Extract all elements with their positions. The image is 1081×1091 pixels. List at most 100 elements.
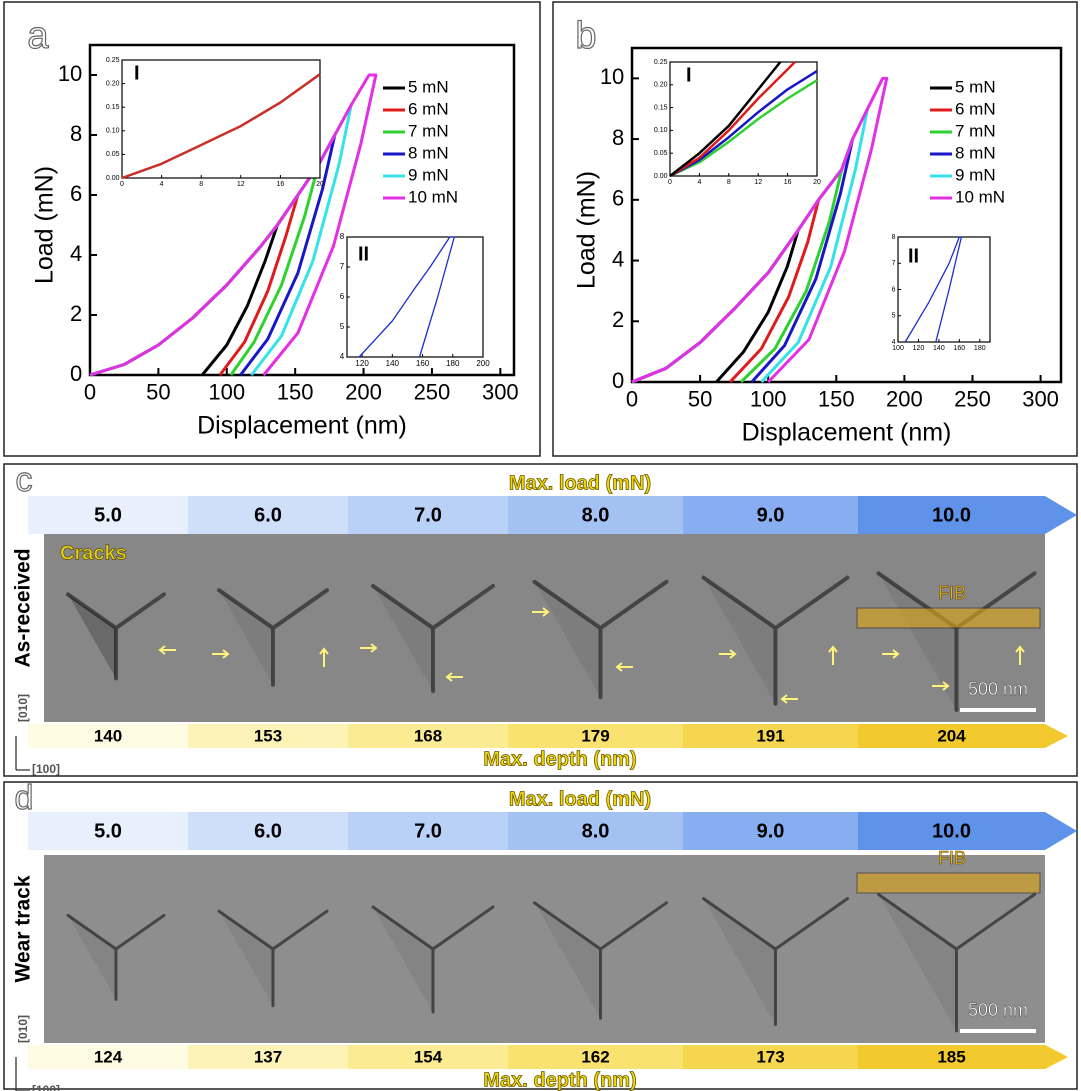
indent-shade — [219, 911, 273, 1006]
indent-shade — [68, 915, 116, 1000]
y-tick-label: 0.15 — [106, 104, 120, 111]
depth-cell — [508, 1045, 683, 1069]
crack-arrow — [158, 645, 176, 655]
sem-image — [508, 534, 683, 722]
panel-frame — [3, 463, 1078, 777]
legend-label: 10 mN — [955, 187, 1005, 206]
series-line — [904, 236, 963, 343]
axis-arrows — [15, 1057, 30, 1091]
depth-value: 124 — [94, 1047, 123, 1066]
crack-arrow — [882, 649, 900, 659]
indent-shade — [373, 586, 433, 691]
load-value: 5.0 — [94, 504, 122, 526]
x-tick-label: 100 — [750, 387, 787, 412]
load-value: 8.0 — [582, 504, 610, 526]
load-cell — [858, 812, 1045, 850]
load-arrow-head — [1045, 496, 1077, 534]
depth-cell — [858, 1045, 1045, 1069]
plot-area — [346, 236, 484, 358]
x-tick-label: 140 — [386, 359, 400, 368]
indent — [702, 897, 849, 1027]
crack-arrow — [319, 647, 329, 667]
y-tick-label: 6 — [612, 186, 624, 211]
y-tick-label: 7 — [340, 262, 345, 271]
series-line — [121, 73, 321, 180]
scale-label: 500 nm — [968, 1000, 1028, 1020]
load-value: 6.0 — [254, 820, 282, 842]
y-tick-label: 0.25 — [654, 59, 668, 66]
legend-label: 9 mN — [408, 165, 449, 184]
crack-arrow — [212, 649, 230, 659]
indent — [66, 592, 166, 681]
fib-box — [856, 872, 1041, 894]
x-tick-label: 8 — [199, 181, 203, 188]
inset-label: I — [134, 62, 140, 84]
x-tick-label: 20 — [316, 181, 324, 188]
x-axis-title: Displacement (nm) — [742, 419, 952, 447]
x-tick-label: 120 — [355, 359, 369, 368]
y-tick-label: 0.00 — [106, 175, 120, 182]
depth-cell — [858, 724, 1045, 748]
x-tick-label: 12 — [754, 179, 762, 186]
side-label: Wear track — [12, 875, 35, 982]
indent — [877, 892, 1036, 1033]
load-cell — [188, 496, 348, 534]
indent-shade — [878, 894, 957, 1031]
y-tick-label: 10 — [600, 64, 624, 89]
load-value: 8.0 — [582, 820, 610, 842]
crack-arrow — [532, 607, 550, 617]
fib-label: FIB — [938, 848, 966, 868]
y-tick-label: 0.10 — [106, 128, 120, 135]
load-cell — [188, 812, 348, 850]
x-tick-label: 180 — [974, 345, 986, 352]
y-tick-label: 4 — [612, 246, 624, 271]
sem-image — [348, 534, 508, 722]
depth-value: 153 — [254, 726, 282, 745]
panel-frame — [3, 1, 541, 457]
load-value: 9.0 — [757, 504, 785, 526]
plot-area — [897, 236, 991, 343]
depth-cell — [508, 724, 683, 748]
indent-shade — [534, 902, 601, 1019]
fib-label: FIB — [938, 583, 966, 603]
depth-cell — [348, 724, 508, 748]
x-tick-label: 0 — [120, 181, 124, 188]
y-axis-title: Load (mN) — [31, 166, 59, 284]
y-tick-label: 0.10 — [654, 127, 668, 134]
indent-shade — [703, 577, 776, 704]
x-tick-label: 50 — [146, 380, 170, 405]
x-tick-label: 0 — [626, 387, 638, 412]
crack-arrow — [719, 649, 737, 659]
y-tick-label: 4 — [340, 352, 345, 361]
y-tick-label: 4 — [70, 241, 82, 266]
y-tick-label: 4 — [892, 339, 896, 346]
x-tick-label: 16 — [784, 179, 792, 186]
x-tick-label: 150 — [277, 380, 314, 405]
load-cell — [348, 812, 508, 850]
sem-image — [683, 534, 858, 722]
y-tick-label: 2 — [70, 301, 82, 326]
depth-title: Max. depth (nm) — [483, 1069, 636, 1091]
depth-cell — [683, 1045, 858, 1069]
depth-value: 168 — [414, 726, 442, 745]
y-tick-label: 6 — [340, 292, 345, 301]
depth-cell — [188, 724, 348, 748]
y-tick-label: 8 — [340, 232, 345, 241]
x-tick-label: 180 — [446, 359, 460, 368]
indent — [371, 584, 495, 693]
legend-label: 8 mN — [955, 143, 996, 162]
side-label: As-received — [12, 548, 35, 667]
load-value: 10.0 — [932, 820, 971, 842]
inset-label: I — [686, 64, 692, 86]
x-tick-label: 160 — [953, 345, 965, 352]
sem-image — [683, 855, 858, 1043]
y-tick-label: 5 — [892, 313, 896, 320]
x-tick-label: 20 — [813, 179, 821, 186]
depth-value: 137 — [254, 1047, 282, 1066]
y-tick-label: 7 — [892, 260, 896, 267]
depth-value: 140 — [94, 726, 122, 745]
legend-label: 10 mN — [408, 187, 458, 206]
indent-shade — [68, 594, 116, 679]
depth-arrow-head — [1045, 724, 1068, 748]
legend-label: 6 mN — [408, 99, 449, 118]
